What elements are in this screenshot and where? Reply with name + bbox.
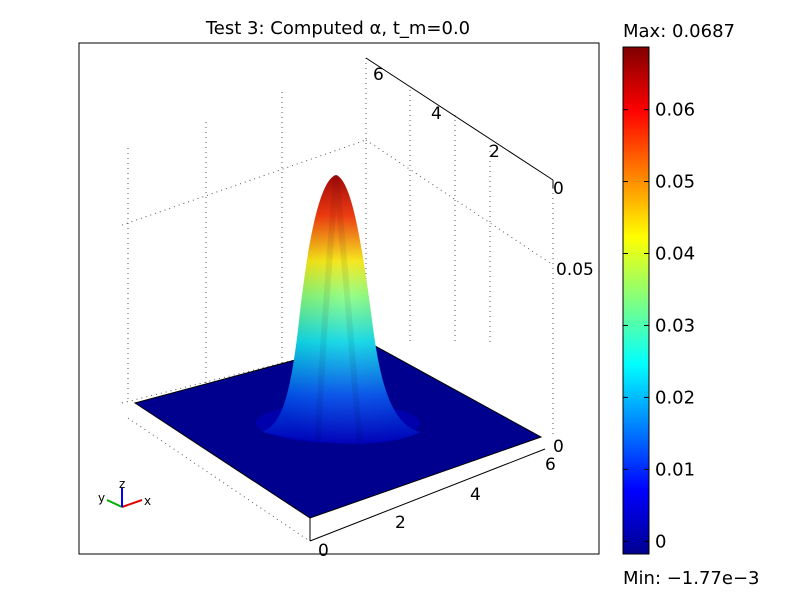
x-tick-label: 2 xyxy=(395,513,406,533)
colorbar-tick-label: 0 xyxy=(655,531,666,552)
x-tick-labels: 0 2 4 6 xyxy=(318,455,556,561)
triad-x-label: x xyxy=(144,494,151,508)
plot-frame xyxy=(78,42,600,555)
x-tick-label: 4 xyxy=(470,485,481,505)
colorbar-tick-label: 0.01 xyxy=(655,459,695,480)
z-tick-label: 0 xyxy=(553,437,564,457)
surface-peak-ridge xyxy=(315,174,363,443)
z-tick-label: 0.05 xyxy=(556,260,594,280)
colorbar-tick-label: 0.05 xyxy=(655,172,695,193)
box-edge xyxy=(365,57,554,181)
colorbar-min-label: Min: −1.77e−3 xyxy=(623,568,760,589)
triad-y-label: y xyxy=(98,491,105,505)
x-tick-label: 0 xyxy=(318,541,329,561)
colorbar-ticks: 0.06 0.05 0.04 0.03 0.02 0.01 0 xyxy=(623,100,695,552)
colorbar-tick-label: 0.03 xyxy=(655,315,695,336)
colorbar-tick-label: 0.06 xyxy=(655,100,695,121)
z-tick-labels: 0 0.05 0 xyxy=(553,179,594,457)
triad-z-label: z xyxy=(119,477,125,491)
surface-peak-shading xyxy=(262,175,420,444)
axes-triad: x y z xyxy=(98,477,151,508)
x-tick-label: 6 xyxy=(545,455,556,475)
colorbar-tick-label: 0.04 xyxy=(655,243,695,264)
colorbar xyxy=(622,46,650,555)
chart-title: Test 3: Computed α, t_m=0.0 xyxy=(205,18,470,39)
y-tick-label: 4 xyxy=(431,104,442,124)
y-tick-label: 6 xyxy=(373,65,384,85)
triad-y-axis xyxy=(106,499,123,508)
colorbar-max-label: Max: 0.0687 xyxy=(623,21,735,42)
x-axis-line xyxy=(309,448,546,542)
z-tick-label: 0 xyxy=(553,179,564,199)
y-tick-labels: 6 4 2 xyxy=(373,65,500,162)
triad-x-axis xyxy=(121,499,143,508)
colorbar-tick-label: 0.02 xyxy=(655,387,695,408)
y-tick-label: 2 xyxy=(489,142,500,162)
